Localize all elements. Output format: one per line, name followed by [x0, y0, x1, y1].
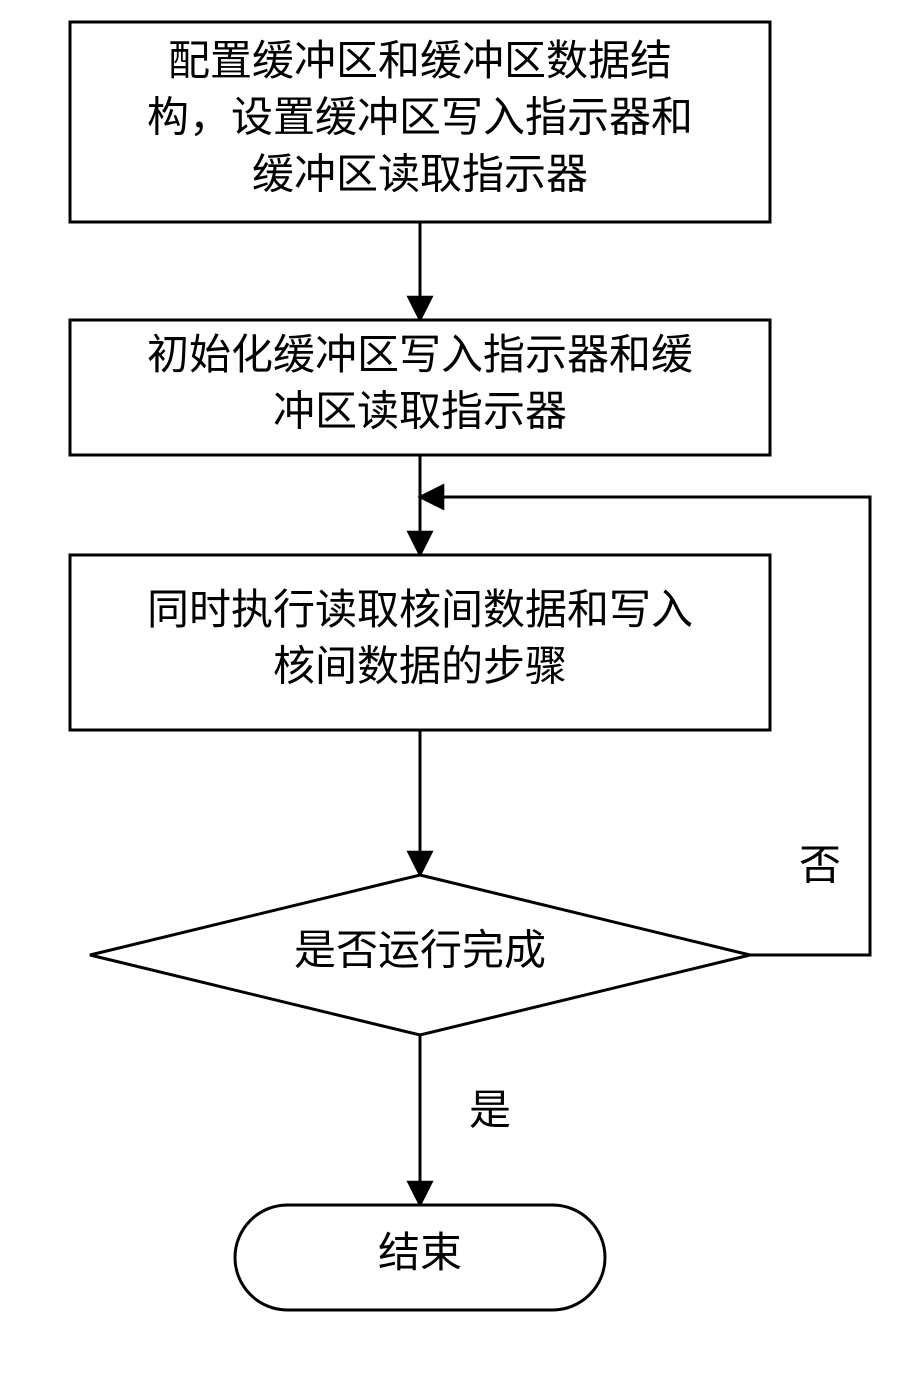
box1-text: 配置缓冲区和缓冲区数据结	[168, 39, 672, 85]
label-yes: 是	[469, 1089, 511, 1135]
box2-text: 冲区读取指示器	[273, 389, 567, 435]
box1-text: 缓冲区读取指示器	[252, 152, 588, 198]
end-text: 结束	[378, 1231, 462, 1277]
box2-text: 初始化缓冲区写入指示器和缓	[147, 333, 693, 379]
node-end: 结束	[235, 1205, 605, 1310]
node-box1: 配置缓冲区和缓冲区数据结构，设置缓冲区写入指示器和缓冲区读取指示器	[70, 22, 770, 222]
node-box3: 同时执行读取核间数据和写入核间数据的步骤	[70, 555, 770, 730]
decision-text: 是否运行完成	[294, 928, 546, 975]
box3-text: 核间数据的步骤	[273, 644, 567, 690]
box3-text: 同时执行读取核间数据和写入	[147, 588, 693, 634]
node-box2: 初始化缓冲区写入指示器和缓冲区读取指示器	[70, 320, 770, 455]
node-decision: 是否运行完成	[90, 875, 750, 1035]
box1-text: 构，设置缓冲区写入指示器和	[147, 96, 693, 142]
label-no: 否	[799, 844, 841, 890]
